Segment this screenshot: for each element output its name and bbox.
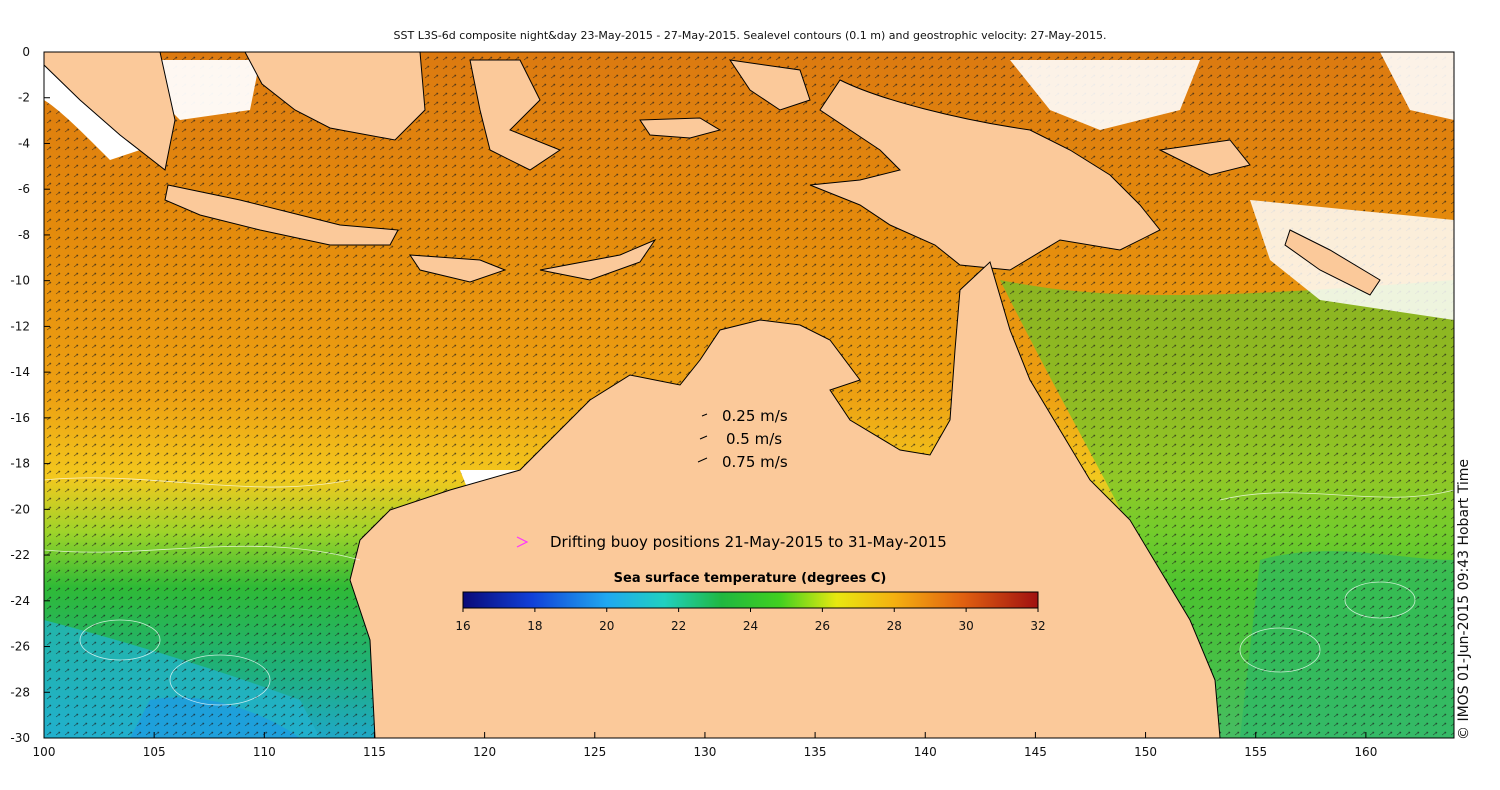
x-tick-label: 125 [583, 745, 606, 759]
colorbar-tick-label: 32 [1030, 619, 1045, 633]
velocity-arrow-icon [701, 413, 708, 417]
colorbar: Sea surface temperature (degrees C) 16 18… [455, 571, 1045, 633]
y-tick-label: -24 [10, 594, 30, 608]
x-tick-label: 155 [1244, 745, 1267, 759]
velocity-legend-2: 0.5 m/s [726, 430, 782, 448]
y-tick-label: -2 [18, 91, 30, 105]
y-tick-label: -12 [10, 319, 30, 333]
colorbar-title: Sea surface temperature (degrees C) [614, 571, 887, 586]
buoy-legend-text: Drifting buoy positions 21-May-2015 to 3… [550, 533, 947, 551]
x-tick-label: 140 [914, 745, 937, 759]
x-tick-label: 120 [473, 745, 496, 759]
y-tick-label: -14 [10, 365, 30, 379]
y-tick-label: -22 [10, 548, 30, 562]
y-tick-label: -10 [10, 274, 30, 288]
y-tick-label: -20 [10, 502, 30, 516]
x-tick-label: 110 [253, 745, 276, 759]
x-tick-label: 135 [804, 745, 827, 759]
credit-text: © IMOS 01-Jun-2015 09:43 Hobart Time [1456, 459, 1472, 740]
velocity-arrow-icon [697, 457, 708, 463]
colorbar-tick-label: 22 [671, 619, 686, 633]
colorbar-tick-label: 30 [958, 619, 973, 633]
x-tick-label: 100 [33, 745, 56, 759]
buoy-marker-icon [516, 536, 529, 548]
y-tick-label: -26 [10, 640, 30, 654]
y-tick-label: -30 [10, 731, 30, 745]
y-tick-label: -6 [18, 182, 30, 196]
x-tick-label: 160 [1354, 745, 1377, 759]
buoy-legend: Drifting buoy positions 21-May-2015 to 3… [516, 533, 947, 551]
velocity-arrow-icon [699, 435, 708, 440]
velocity-legend-1: 0.25 m/s [722, 407, 788, 425]
land [44, 52, 1381, 738]
map-title: SST L3S-6d composite night&day 23-May-20… [393, 29, 1107, 42]
velocity-legend: 0.25 m/s 0.5 m/s 0.75 m/s [697, 407, 788, 471]
y-tick-label: -16 [10, 411, 30, 425]
y-tick-label: -4 [18, 136, 30, 150]
x-axis: 100 105 110 115 120 125 130 135 140 145 150 155 160 [33, 732, 1377, 759]
x-tick-label: 105 [143, 745, 166, 759]
colorbar-tick-label: 16 [455, 619, 470, 633]
x-tick-label: 145 [1024, 745, 1047, 759]
y-tick-label: -28 [10, 685, 30, 699]
x-tick-label: 150 [1134, 745, 1157, 759]
x-tick-label: 130 [693, 745, 716, 759]
colorbar-tick-label: 20 [599, 619, 614, 633]
y-tick-label: -8 [18, 228, 30, 242]
colorbar-tick-label: 26 [815, 619, 830, 633]
colorbar-tick-label: 18 [527, 619, 542, 633]
y-tick-label: 0 [22, 45, 30, 59]
colorbar-tick-label: 24 [743, 619, 758, 633]
velocity-legend-3: 0.75 m/s [722, 453, 788, 471]
x-tick-label: 115 [363, 745, 386, 759]
y-tick-label: -18 [10, 457, 30, 471]
colorbar-tick-label: 28 [887, 619, 902, 633]
y-axis: 0 -2 -4 -6 -8 -10 -12 -14 -16 -18 -20 -22 -24 -26 -28 -… [10, 45, 50, 745]
plot-area [44, 52, 1454, 738]
